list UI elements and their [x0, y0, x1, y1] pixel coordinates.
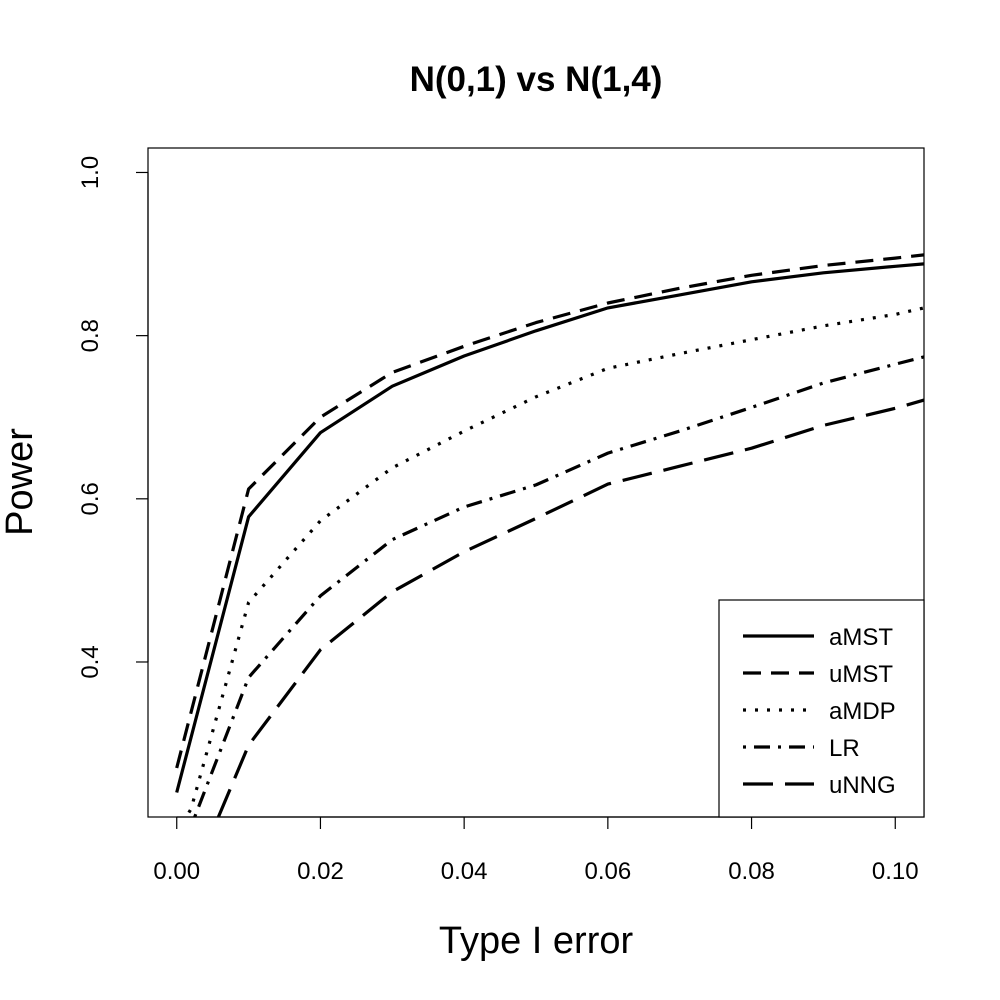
- y-axis: 0.4 0.6 0.8 1.0: [77, 156, 149, 679]
- series-line-uNNG: [216, 398, 924, 817]
- x-tick-label-3: 0.06: [584, 858, 631, 885]
- y-axis-label: Power: [0, 428, 41, 536]
- series-line-uMST: [175, 253, 924, 769]
- series-layer: [175, 253, 924, 817]
- legend-label-uMST: uMST: [829, 661, 893, 688]
- x-tick-label-5: 0.10: [872, 858, 919, 885]
- y-tick-label-1: 0.6: [77, 482, 104, 515]
- legend-label-uNNG: uNNG: [829, 772, 896, 799]
- x-tick-label-1: 0.02: [297, 858, 344, 885]
- series-line-LR: [193, 355, 924, 817]
- series-line-aMDP: [184, 306, 924, 817]
- y-tick-label-0: 0.4: [77, 645, 104, 678]
- legend: aMST uMST aMDP LR uNNG: [718, 599, 925, 818]
- legend-label-LR: LR: [829, 735, 860, 762]
- x-tick-label-2: 0.04: [441, 858, 488, 885]
- legend-label-aMDP: aMDP: [829, 698, 896, 725]
- x-axis-label: Type I error: [439, 920, 634, 962]
- x-tick-label-4: 0.08: [728, 858, 775, 885]
- legend-label-aMST: aMST: [829, 624, 893, 651]
- chart-title: N(0,1) vs N(1,4): [410, 60, 663, 99]
- y-tick-label-2: 0.8: [77, 319, 104, 352]
- x-tick-label-0: 0.00: [153, 858, 200, 885]
- y-tick-label-3: 1.0: [77, 156, 104, 189]
- series-line-aMST: [175, 262, 924, 793]
